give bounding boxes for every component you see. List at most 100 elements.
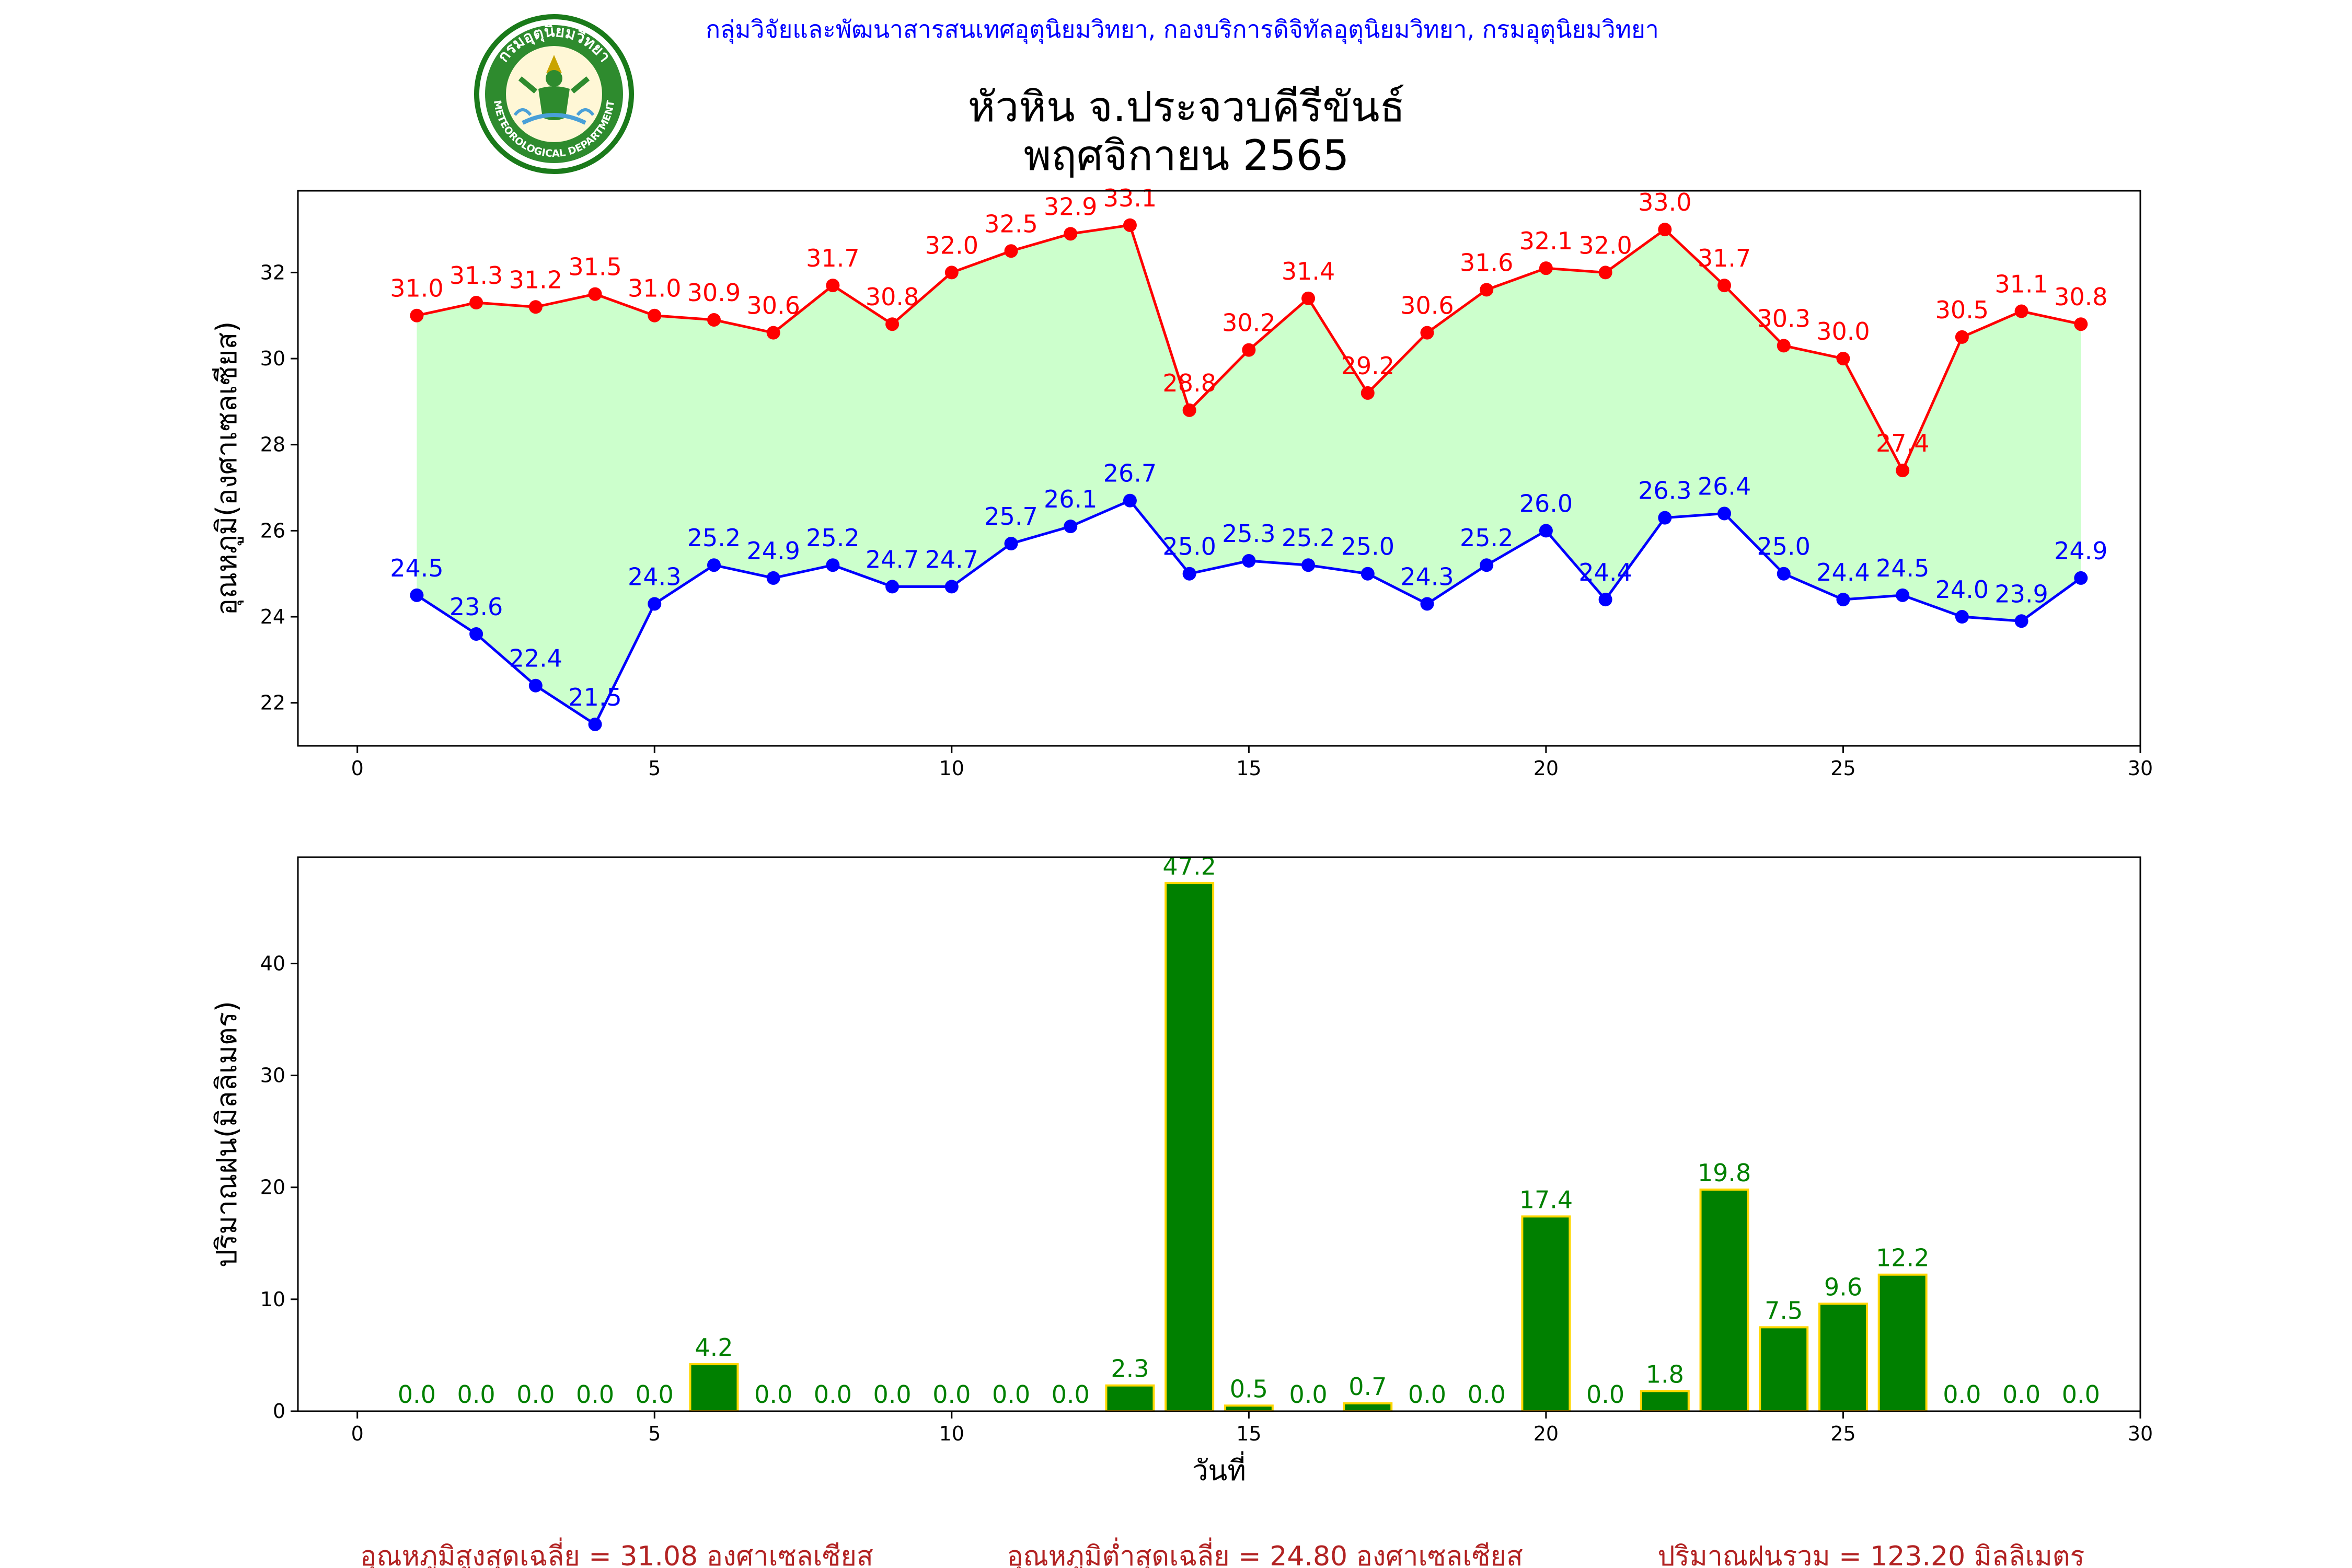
max-temperature-label: 33.1 [1103,184,1157,212]
min-temperature-point [528,678,543,693]
max-temperature-point [1004,244,1018,258]
min-temperature-label: 24.3 [628,562,681,591]
min-temperature-point [588,717,602,731]
max-temperature-label: 32.9 [1044,192,1097,221]
rainfall-label: 0.0 [1052,1380,1090,1409]
max-temperature-point [1242,343,1256,357]
min-temperature-point [766,571,780,585]
max-temperature-point [1064,227,1078,241]
rainfall-label: 0.0 [457,1380,495,1409]
y-tick-label: 30 [260,1064,285,1087]
min-temperature-label: 25.0 [1162,533,1216,561]
rainfall-label: 0.0 [2002,1380,2040,1409]
min-temperature-point [1658,511,1672,525]
agency-line: กลุ่มวิจัยและพัฒนาสารสนเทศอุตุนิยมวิทยา,… [706,15,1659,44]
x-tick-label: 20 [1534,757,1559,780]
rainfall-bar [1105,1384,1155,1413]
min-temperature-point [1896,588,1910,602]
y-tick-label: 24 [260,605,285,628]
min-temperature-label: 26.1 [1044,485,1097,513]
rainfall-label: 7.5 [1765,1296,1803,1324]
y-tick-label: 20 [260,1176,285,1199]
min-temperature-point [1836,593,1850,607]
min-temperature-point [1955,610,1969,624]
min-temperature-point [944,580,959,594]
rainfall-bar [1521,1215,1571,1413]
min-temperature-label: 25.2 [1282,524,1335,552]
rainfall-label: 0.0 [516,1380,555,1409]
max-temperature-point [1182,403,1196,417]
rainfall-bar [1877,1273,1928,1413]
rainfall-bar [1224,1404,1274,1413]
min-temperature-label: 25.0 [1341,533,1394,561]
rainfall-label: 0.0 [1943,1380,1981,1409]
y-tick-label: 32 [260,261,285,284]
max-temperature-label: 31.7 [1698,244,1751,272]
max-temperature-label: 30.9 [687,279,741,307]
max-temperature-label: 30.8 [2054,283,2107,311]
rain-total-summary: ปริมาณฝนรวม = 123.20 มิลลิเมตร [1658,1541,2085,1568]
min-temperature-label: 23.9 [1994,580,2048,608]
y-tick-label: 40 [260,952,285,975]
x-tick-label: 5 [648,1422,661,1445]
max-temperature-point [1301,291,1316,305]
max-temperature-point [1717,279,1732,293]
max-temperature-point [588,287,602,301]
min-temperature-point [1004,537,1018,551]
x-tick-label: 15 [1236,1422,1261,1445]
min-temperature-label: 24.7 [866,545,919,573]
min-temperature-point [1242,554,1256,568]
rainfall-label: 0.0 [992,1380,1030,1409]
min-temperature-point [1123,493,1137,508]
max-temperature-point [1955,330,1969,344]
max-temperature-point [1658,223,1672,237]
max-temperature-point [648,308,662,322]
rainfall-bar [1640,1390,1690,1413]
min-avg-summary: อุณหภูมิต่ำสุดเฉลี่ย = 24.80 องศาเซลเซีย… [1007,1537,1523,1568]
rainfall-label: 0.0 [398,1380,436,1409]
min-temperature-label: 24.9 [2054,537,2107,565]
max-temperature-point [766,326,780,340]
min-temperature-point [1182,567,1196,581]
min-temperature-label: 23.6 [449,593,503,621]
min-temperature-label: 21.5 [568,683,621,711]
rainfall-bar [1343,1402,1393,1412]
min-temperature-point [648,597,662,611]
min-temperature-label: 24.0 [1935,575,1989,604]
x-tick-label: 0 [351,1422,364,1445]
rainfall-label: 1.8 [1646,1360,1684,1388]
rainfall-label: 0.0 [1586,1380,1624,1409]
min-temperature-label: 25.3 [1222,520,1275,548]
rainfall-label: 0.0 [636,1380,674,1409]
min-temperature-point [1539,524,1553,538]
y-tick-label: 30 [260,347,285,370]
min-temperature-label: 26.4 [1698,472,1751,500]
min-temperature-label: 25.2 [1460,524,1513,552]
rainfall-label: 0.0 [1408,1380,1446,1409]
max-temperature-label: 31.4 [1282,257,1335,285]
rainfall-label: 0.0 [754,1380,792,1409]
y-tick-label: 0 [273,1400,285,1423]
max-temperature-point [1598,266,1612,280]
x-tick-label: 30 [2128,757,2153,780]
max-temperature-label: 32.1 [1519,227,1573,255]
y-tick-label: 22 [260,691,285,714]
rainfall-bar [1818,1302,1868,1413]
max-temperature-label: 31.6 [1460,248,1513,276]
min-temperature-label: 26.7 [1103,459,1157,488]
rainfall-label: 47.2 [1162,852,1216,880]
rainfall-bar [1699,1189,1749,1412]
rainfall-label: 0.0 [576,1380,614,1409]
rainfall-label: 17.4 [1519,1185,1573,1214]
plot-frame [297,190,2141,747]
rainfall-label: 9.6 [1824,1273,1862,1301]
rainfall-chart: 0 5 10 15 20 25 30 0 10 20 30 40 ปริมาณฝน(มิลลิเมตร)… [210,852,2153,1487]
x-tick-label: 25 [1830,1422,1855,1445]
x-tick-label: 25 [1830,757,1855,780]
min-temperature-label: 26.0 [1519,489,1573,517]
min-temperature-label: 24.9 [746,537,800,565]
max-temperature-label: 29.2 [1341,352,1394,380]
period-title: พฤศจิกายน 2565 [1024,131,1350,180]
max-temperature-point [1361,386,1375,400]
